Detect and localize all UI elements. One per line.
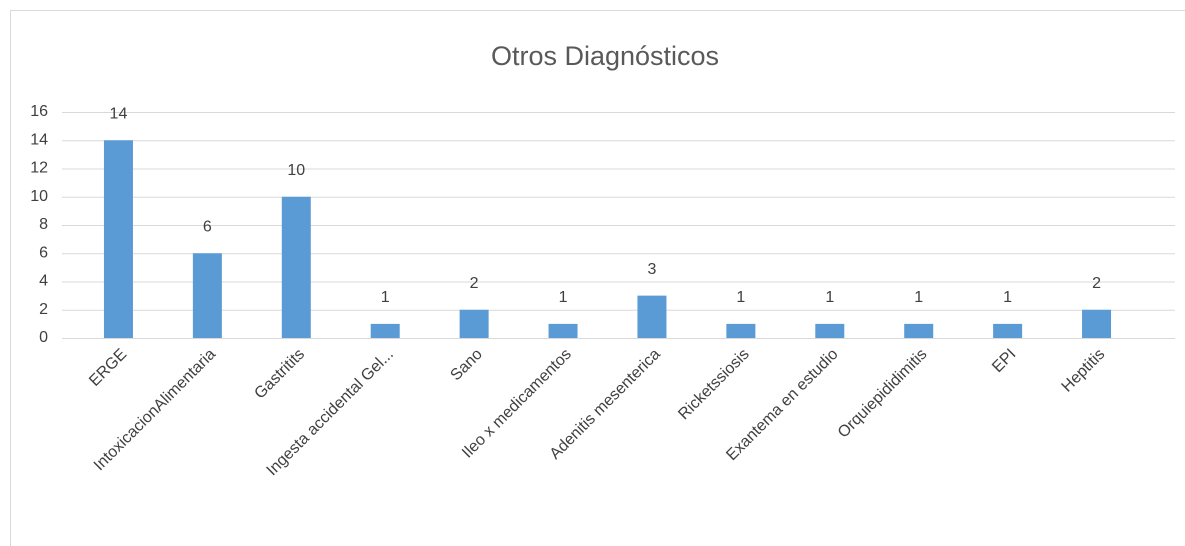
chart-title: Otros Diagnósticos: [491, 41, 719, 71]
y-tick-label: 6: [39, 244, 48, 261]
data-label: 1: [559, 289, 568, 306]
bar: [370, 323, 400, 338]
x-tick-label: Heptitis: [1059, 346, 1109, 396]
bar: [726, 323, 756, 338]
data-label: 2: [470, 275, 479, 292]
x-tick-label: Orquiepididimitis: [835, 346, 931, 442]
x-tick-label: ERGE: [86, 346, 130, 390]
y-tick-label: 4: [39, 273, 48, 290]
y-tick-label: 0: [39, 329, 48, 346]
bar: [459, 309, 489, 338]
bar: [904, 323, 934, 338]
y-tick-label: 10: [30, 188, 48, 205]
y-tick-label: 2: [39, 301, 48, 318]
y-tick-label: 8: [39, 216, 48, 233]
y-tick-label: 14: [30, 131, 48, 148]
bar: [103, 140, 133, 338]
bar: [281, 196, 311, 338]
x-tick-label: Ricketssiosis: [675, 346, 752, 423]
bar: [192, 253, 222, 338]
data-label: 2: [1092, 275, 1101, 292]
x-tick-label: Sano: [447, 346, 486, 385]
data-label: 10: [287, 162, 305, 179]
x-tick-label: EPI: [989, 346, 1019, 376]
data-label: 1: [825, 289, 834, 306]
data-label: 1: [914, 289, 923, 306]
bar: [993, 323, 1023, 338]
bar: [1082, 309, 1112, 338]
data-label: 3: [648, 261, 657, 278]
y-tick-label: 12: [30, 160, 48, 177]
data-label: 1: [381, 289, 390, 306]
bar: [815, 323, 845, 338]
bar: [548, 323, 578, 338]
chart-frame: [10, 10, 1185, 546]
data-label: 6: [203, 218, 212, 235]
bar: [637, 295, 667, 338]
data-label: 1: [736, 289, 745, 306]
x-tick-label: Gastritits: [251, 346, 308, 403]
y-tick-label: 16: [30, 103, 48, 120]
data-label: 1: [1003, 289, 1012, 306]
data-label: 14: [110, 105, 128, 122]
